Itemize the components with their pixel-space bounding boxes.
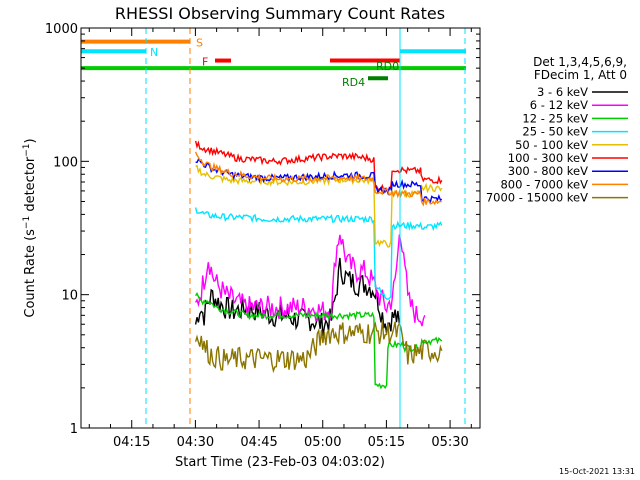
legend-header-1: Det 1,3,4,5,6,9,: [533, 55, 627, 69]
legend-label: 25 - 50 keV: [522, 125, 588, 139]
series-line-4: [195, 164, 443, 248]
y-tick-label: 1000: [45, 22, 78, 37]
series-line-3: [194, 207, 443, 300]
svg-text:Count Rate (s−1 detector−1): Count Rate (s−1 detector−1): [22, 138, 38, 317]
ylabel-main: Count Rate (s: [23, 229, 38, 318]
legend-header-2: FDecim 1, Att 0: [534, 68, 627, 82]
y-tick-label: 1: [70, 422, 78, 437]
footer-date: 15-Oct-2021 13:31: [559, 467, 635, 476]
x-axis-label: Start Time (23-Feb-03 04:03:02): [175, 455, 385, 470]
series-line-1: [194, 234, 426, 327]
legend-label: 12 - 25 keV: [522, 111, 588, 125]
flag-label-n: N: [150, 46, 158, 59]
y-axis-label: Count Rate (s−1 detector−1): [22, 138, 38, 317]
x-tick-label: 04:30: [177, 435, 214, 450]
flag-label-s: S: [196, 37, 203, 50]
ylabel-tail: detector: [23, 156, 38, 216]
chart-title: RHESSI Observing Summary Count Rates: [115, 4, 445, 23]
flag-bars: S N F RD0 RD4: [81, 37, 466, 89]
x-axis: 04:15 04:30 04:45 05:00 05:15 05:30: [88, 28, 472, 450]
ylabel-sup: −1: [22, 216, 32, 229]
y-tick-label: 10: [61, 289, 78, 304]
legend-label: 800 - 7000 keV: [500, 177, 588, 191]
plot-frame: [80, 27, 481, 429]
plot-border: [80, 27, 481, 429]
ylabel-end: ): [23, 138, 38, 143]
series-line-7: [194, 151, 442, 207]
series-line-5: [194, 140, 443, 194]
legend-label: 100 - 300 keV: [508, 151, 588, 165]
flag-label-rd0: RD0: [376, 60, 399, 73]
x-tick-label: 05:30: [431, 435, 468, 450]
legend-label: 50 - 100 keV: [515, 138, 588, 152]
series-layer: [194, 140, 443, 390]
series-line-2: [195, 292, 443, 390]
flag-label-f: F: [202, 56, 208, 69]
x-tick-label: 04:15: [113, 435, 150, 450]
y-tick-label: 100: [53, 155, 78, 170]
series-line-0: [194, 257, 401, 337]
x-tick-label: 04:45: [240, 435, 277, 450]
legend-label: 3 - 6 keV: [537, 85, 588, 99]
x-tick-label: 05:15: [368, 435, 405, 450]
flag-label-rd4: RD4: [342, 76, 365, 89]
y-axis: 1 10 100 1000: [45, 22, 480, 437]
legend-label: 6 - 12 keV: [530, 98, 588, 112]
legend-label: 300 - 800 keV: [508, 164, 588, 178]
legend: Det 1,3,4,5,6,9, FDecim 1, Att 0 3 - 6 k…: [486, 55, 628, 205]
series-line-6: [195, 158, 443, 204]
legend-label: 7000 - 15000 keV: [486, 191, 588, 205]
series-line-8: [194, 320, 443, 374]
x-tick-label: 05:00: [304, 435, 341, 450]
ylabel-sup2: −1: [22, 143, 32, 156]
marker-lines: [145, 28, 466, 428]
